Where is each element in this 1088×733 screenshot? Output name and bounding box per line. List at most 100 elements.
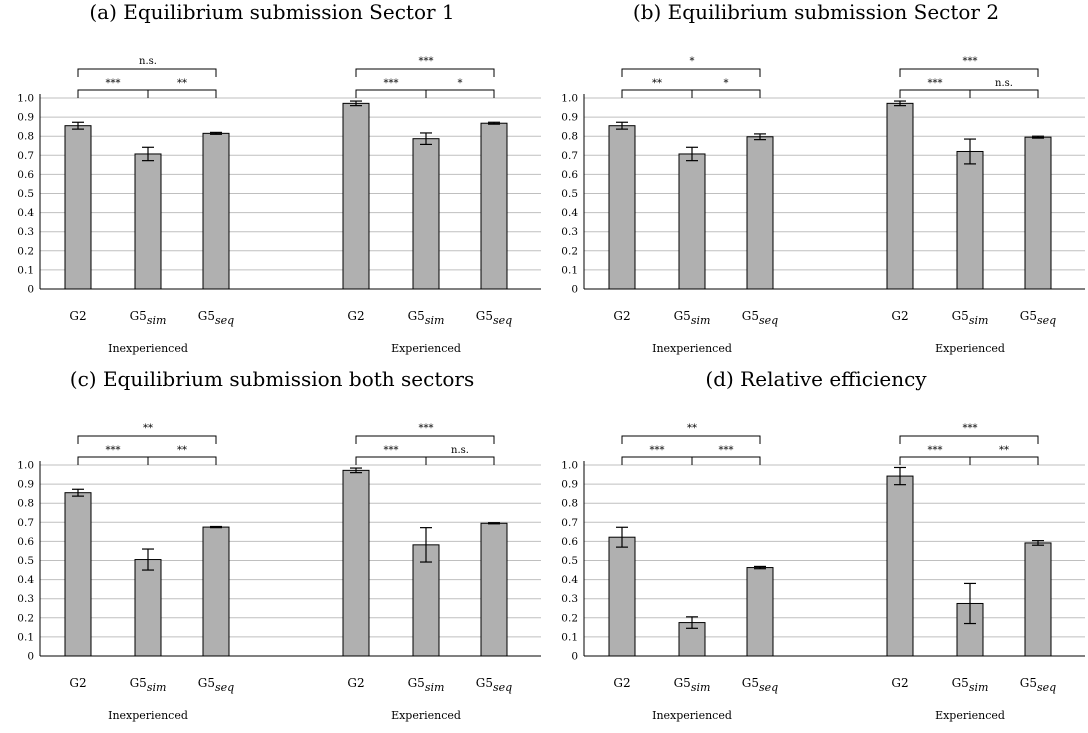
bar: [886, 475, 914, 657]
bar: [64, 125, 92, 290]
bar: [412, 544, 440, 657]
significance-label: *: [724, 78, 729, 89]
y-tick-label: 0.5: [561, 188, 578, 200]
bar: [608, 536, 636, 657]
bar: [1024, 136, 1052, 290]
significance-bracket: [899, 89, 1039, 98]
bar: [412, 138, 440, 290]
significance-label: ***: [384, 445, 399, 456]
group-label: Inexperienced: [108, 342, 188, 355]
chart-panel-b: (b) Equilibrium submission Sector 2 0 0.1…: [544, 0, 1088, 366]
x-tick-label: G5seq: [476, 676, 512, 694]
chart-title: (c) Equilibrium submission both sectors: [69, 367, 475, 391]
chart-panel-d: (d) Relative efficiency 0 0.1 0.2 0.3 0.4 0.5…: [544, 367, 1088, 733]
y-tick-label: 1.0: [561, 460, 578, 472]
x-tick-label: G5seq: [1020, 309, 1056, 327]
significance-bracket: [355, 68, 495, 77]
bar: [64, 492, 92, 657]
y-tick-label: 0.8: [561, 498, 578, 510]
significance-bracket: [77, 89, 217, 98]
significance-label: ***: [106, 78, 121, 89]
significance-label: **: [177, 78, 187, 89]
group-label: Experienced: [935, 709, 1005, 722]
y-tick-label: 0.6: [17, 536, 34, 548]
significance-bracket: [355, 456, 495, 465]
y-tick-label: 0.1: [561, 264, 578, 276]
x-tick-label: G5sim: [130, 676, 167, 694]
significance-bracket: [899, 68, 1039, 77]
y-tick-label: 1.0: [561, 93, 578, 105]
y-tick-label: 0.9: [17, 479, 34, 491]
significance-bracket: [77, 68, 217, 77]
y-tick-label: 0.4: [561, 574, 578, 586]
significance-label: n.s.: [451, 445, 469, 456]
y-tick-label: 0.8: [17, 498, 34, 510]
bar: [886, 102, 914, 290]
x-tick-label: G2: [347, 309, 364, 323]
chart-panel-c: (c) Equilibrium submission both sectors …: [0, 367, 544, 733]
significance-bracket: [621, 89, 761, 98]
significance-label: ***: [384, 78, 399, 89]
chart-title: (b) Equilibrium submission Sector 2: [632, 0, 1000, 24]
bar: [678, 153, 706, 290]
x-tick-label: G5sim: [674, 676, 711, 694]
chart-panel-a: (a) Equilibrium submission Sector 1 0 0.1…: [0, 0, 544, 366]
y-tick-label: 0.1: [17, 264, 34, 276]
x-tick-label: G5seq: [198, 309, 234, 327]
y-tick-label: 0.6: [561, 169, 578, 181]
significance-label: **: [652, 78, 662, 89]
bar: [202, 526, 230, 657]
y-tick-label: 0.3: [17, 226, 34, 238]
x-tick-label: G5sim: [674, 309, 711, 327]
significance-label: **: [687, 423, 697, 434]
y-tick-label: 0.4: [17, 207, 34, 219]
significance-label: **: [177, 445, 187, 456]
x-tick-label: G5sim: [952, 309, 989, 327]
significance-bracket: [621, 435, 761, 444]
y-tick-label: 0.7: [17, 517, 34, 529]
x-tick-label: G2: [613, 309, 630, 323]
group-label: Inexperienced: [652, 342, 732, 355]
y-tick-label: 0: [27, 651, 34, 663]
y-tick-label: 0.1: [561, 631, 578, 643]
x-tick-label: G5seq: [198, 676, 234, 694]
x-tick-label: G2: [69, 309, 86, 323]
x-tick-label: G5sim: [130, 309, 167, 327]
significance-label: *: [690, 56, 695, 67]
y-tick-label: 0.3: [561, 226, 578, 238]
y-tick-label: 0.8: [17, 131, 34, 143]
x-tick-label: G5seq: [742, 309, 778, 327]
x-tick-label: G5sim: [408, 309, 445, 327]
bar: [480, 122, 508, 290]
y-tick-label: 0.1: [17, 631, 34, 643]
y-tick-label: 0.4: [17, 574, 34, 586]
chart-svg: 0 0.1 0.2 0.3 0.4 0.5 0.6 0.7 0.8 0.9 1.0 G2 G5sim G5…: [17, 423, 541, 722]
y-tick-label: 0.7: [561, 150, 578, 162]
x-tick-label: G2: [613, 676, 630, 690]
y-tick-label: 0.3: [17, 593, 34, 605]
y-tick-label: 0: [27, 284, 34, 296]
bar: [746, 567, 774, 657]
x-tick-label: G5seq: [476, 309, 512, 327]
y-tick-label: 0.7: [561, 517, 578, 529]
significance-label: ***: [650, 445, 665, 456]
significance-label: ***: [719, 445, 734, 456]
y-tick-label: 0.6: [17, 169, 34, 181]
bar: [480, 522, 508, 657]
group-label: Inexperienced: [108, 709, 188, 722]
significance-label: n.s.: [995, 78, 1013, 89]
significance-bracket: [899, 456, 1039, 465]
y-tick-label: 0.2: [561, 612, 578, 624]
significance-bracket: [77, 456, 217, 465]
y-tick-label: 0.9: [561, 479, 578, 491]
bar: [746, 136, 774, 290]
y-tick-label: 0.5: [17, 555, 34, 567]
y-tick-label: 0.8: [561, 131, 578, 143]
chart-title: (a) Equilibrium submission Sector 1: [89, 0, 455, 24]
y-tick-label: 1.0: [17, 460, 34, 472]
significance-label: ***: [106, 445, 121, 456]
x-tick-label: G5sim: [952, 676, 989, 694]
x-tick-label: G2: [891, 676, 908, 690]
significance-label: ***: [963, 56, 978, 67]
bar: [956, 150, 984, 290]
